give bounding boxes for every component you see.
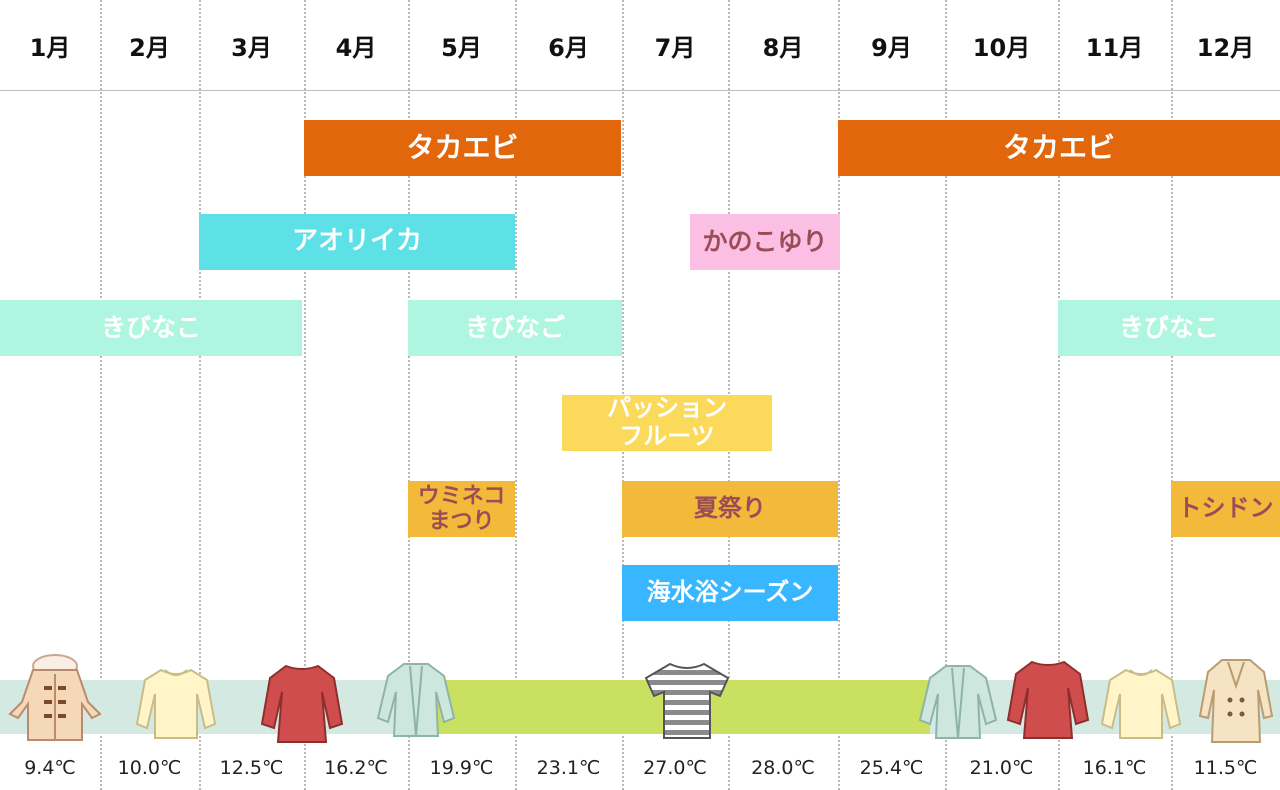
column-divider [515,0,517,790]
temperature-label: 25.4℃ [859,757,924,779]
month-label: 2月 [129,34,170,62]
temperature-label: 27.0℃ [643,757,707,779]
event-label-line: フルーツ [619,422,715,450]
event-label: トシドン [1177,494,1274,523]
month-label: 6月 [548,34,589,62]
column-divider [838,0,840,790]
event-label-line: パッション [607,395,727,423]
event-bar-takaebi-spring: タカエビ [304,120,621,176]
event-label-line: まつり [428,509,495,534]
temperature-label: 10.0℃ [117,757,182,779]
cardigan-icon [376,663,456,737]
event-bar-natsumatsuri: 夏祭り [622,481,838,537]
temperature-label: 16.1℃ [1082,757,1147,779]
column-divider [945,0,947,790]
temperature-label: 21.0℃ [969,757,1034,779]
temperature-label: 28.0℃ [751,757,815,779]
event-bar-kibinago-winter: きびなこ [0,300,302,356]
temperature-label: 12.5℃ [219,757,284,779]
month-label: 5月 [441,34,482,62]
month-label: 11月 [1085,34,1144,62]
event-label: アオリイカ [291,226,422,257]
event-bar-kibinago-spring: きびなご [408,300,622,356]
event-label: かのこゆり [702,226,828,256]
event-bar-kanokoyuri: かのこゆり [690,214,840,270]
month-label: 10月 [972,34,1031,62]
trench-coat-icon [1198,659,1274,743]
striped-tshirt-icon [644,662,730,739]
month-label: 7月 [654,34,696,62]
column-divider [304,0,306,790]
event-bar-aoriika: アオリイカ [199,214,515,270]
month-label: 9月 [871,34,912,62]
event-bar-passionfruit: パッション フルーツ [562,395,772,451]
event-bar-toshidon: トシドン [1171,481,1280,537]
column-divider [1058,0,1060,790]
event-label: 海水浴シーズン [646,578,814,607]
month-label: 3月 [231,34,272,62]
event-label: きびなこ [1118,312,1219,342]
month-label: 1月 [29,34,71,62]
duffle-coat-icon [8,654,102,741]
knit-sweater-icon [1100,668,1182,739]
header-divider [0,90,1280,91]
column-divider [199,0,201,790]
month-label: 4月 [335,34,377,62]
temperature-label: 9.4℃ [24,757,76,779]
event-bar-takaebi-autumn: タカエビ [838,120,1280,176]
event-label: きびなご [464,312,565,342]
month-label: 8月 [762,34,804,62]
column-divider [100,0,102,790]
knit-sweater-icon [1006,660,1090,739]
temperature-label: 16.2℃ [324,757,388,779]
knit-sweater-icon [135,668,217,739]
event-label: 夏祭り [694,494,766,523]
event-bar-kaisuiyoku: 海水浴シーズン [622,565,838,621]
event-label: タカエビ [406,130,519,164]
temperature-label: 11.5℃ [1193,757,1258,779]
column-divider [1171,0,1173,790]
event-bar-kibinago-late: きびなこ [1058,300,1280,356]
event-bar-umineko-matsuri: ウミネコ まつり [408,481,515,537]
event-label: タカエビ [1002,130,1115,164]
temperature-label: 19.9℃ [429,757,494,779]
event-label: きびなこ [100,312,201,342]
knit-sweater-icon [260,664,344,743]
column-divider [408,0,410,790]
temperature-label: 23.1℃ [536,757,601,779]
event-label-line: ウミネコ [417,483,506,509]
month-label: 12月 [1196,34,1255,62]
cardigan-icon [918,665,998,739]
